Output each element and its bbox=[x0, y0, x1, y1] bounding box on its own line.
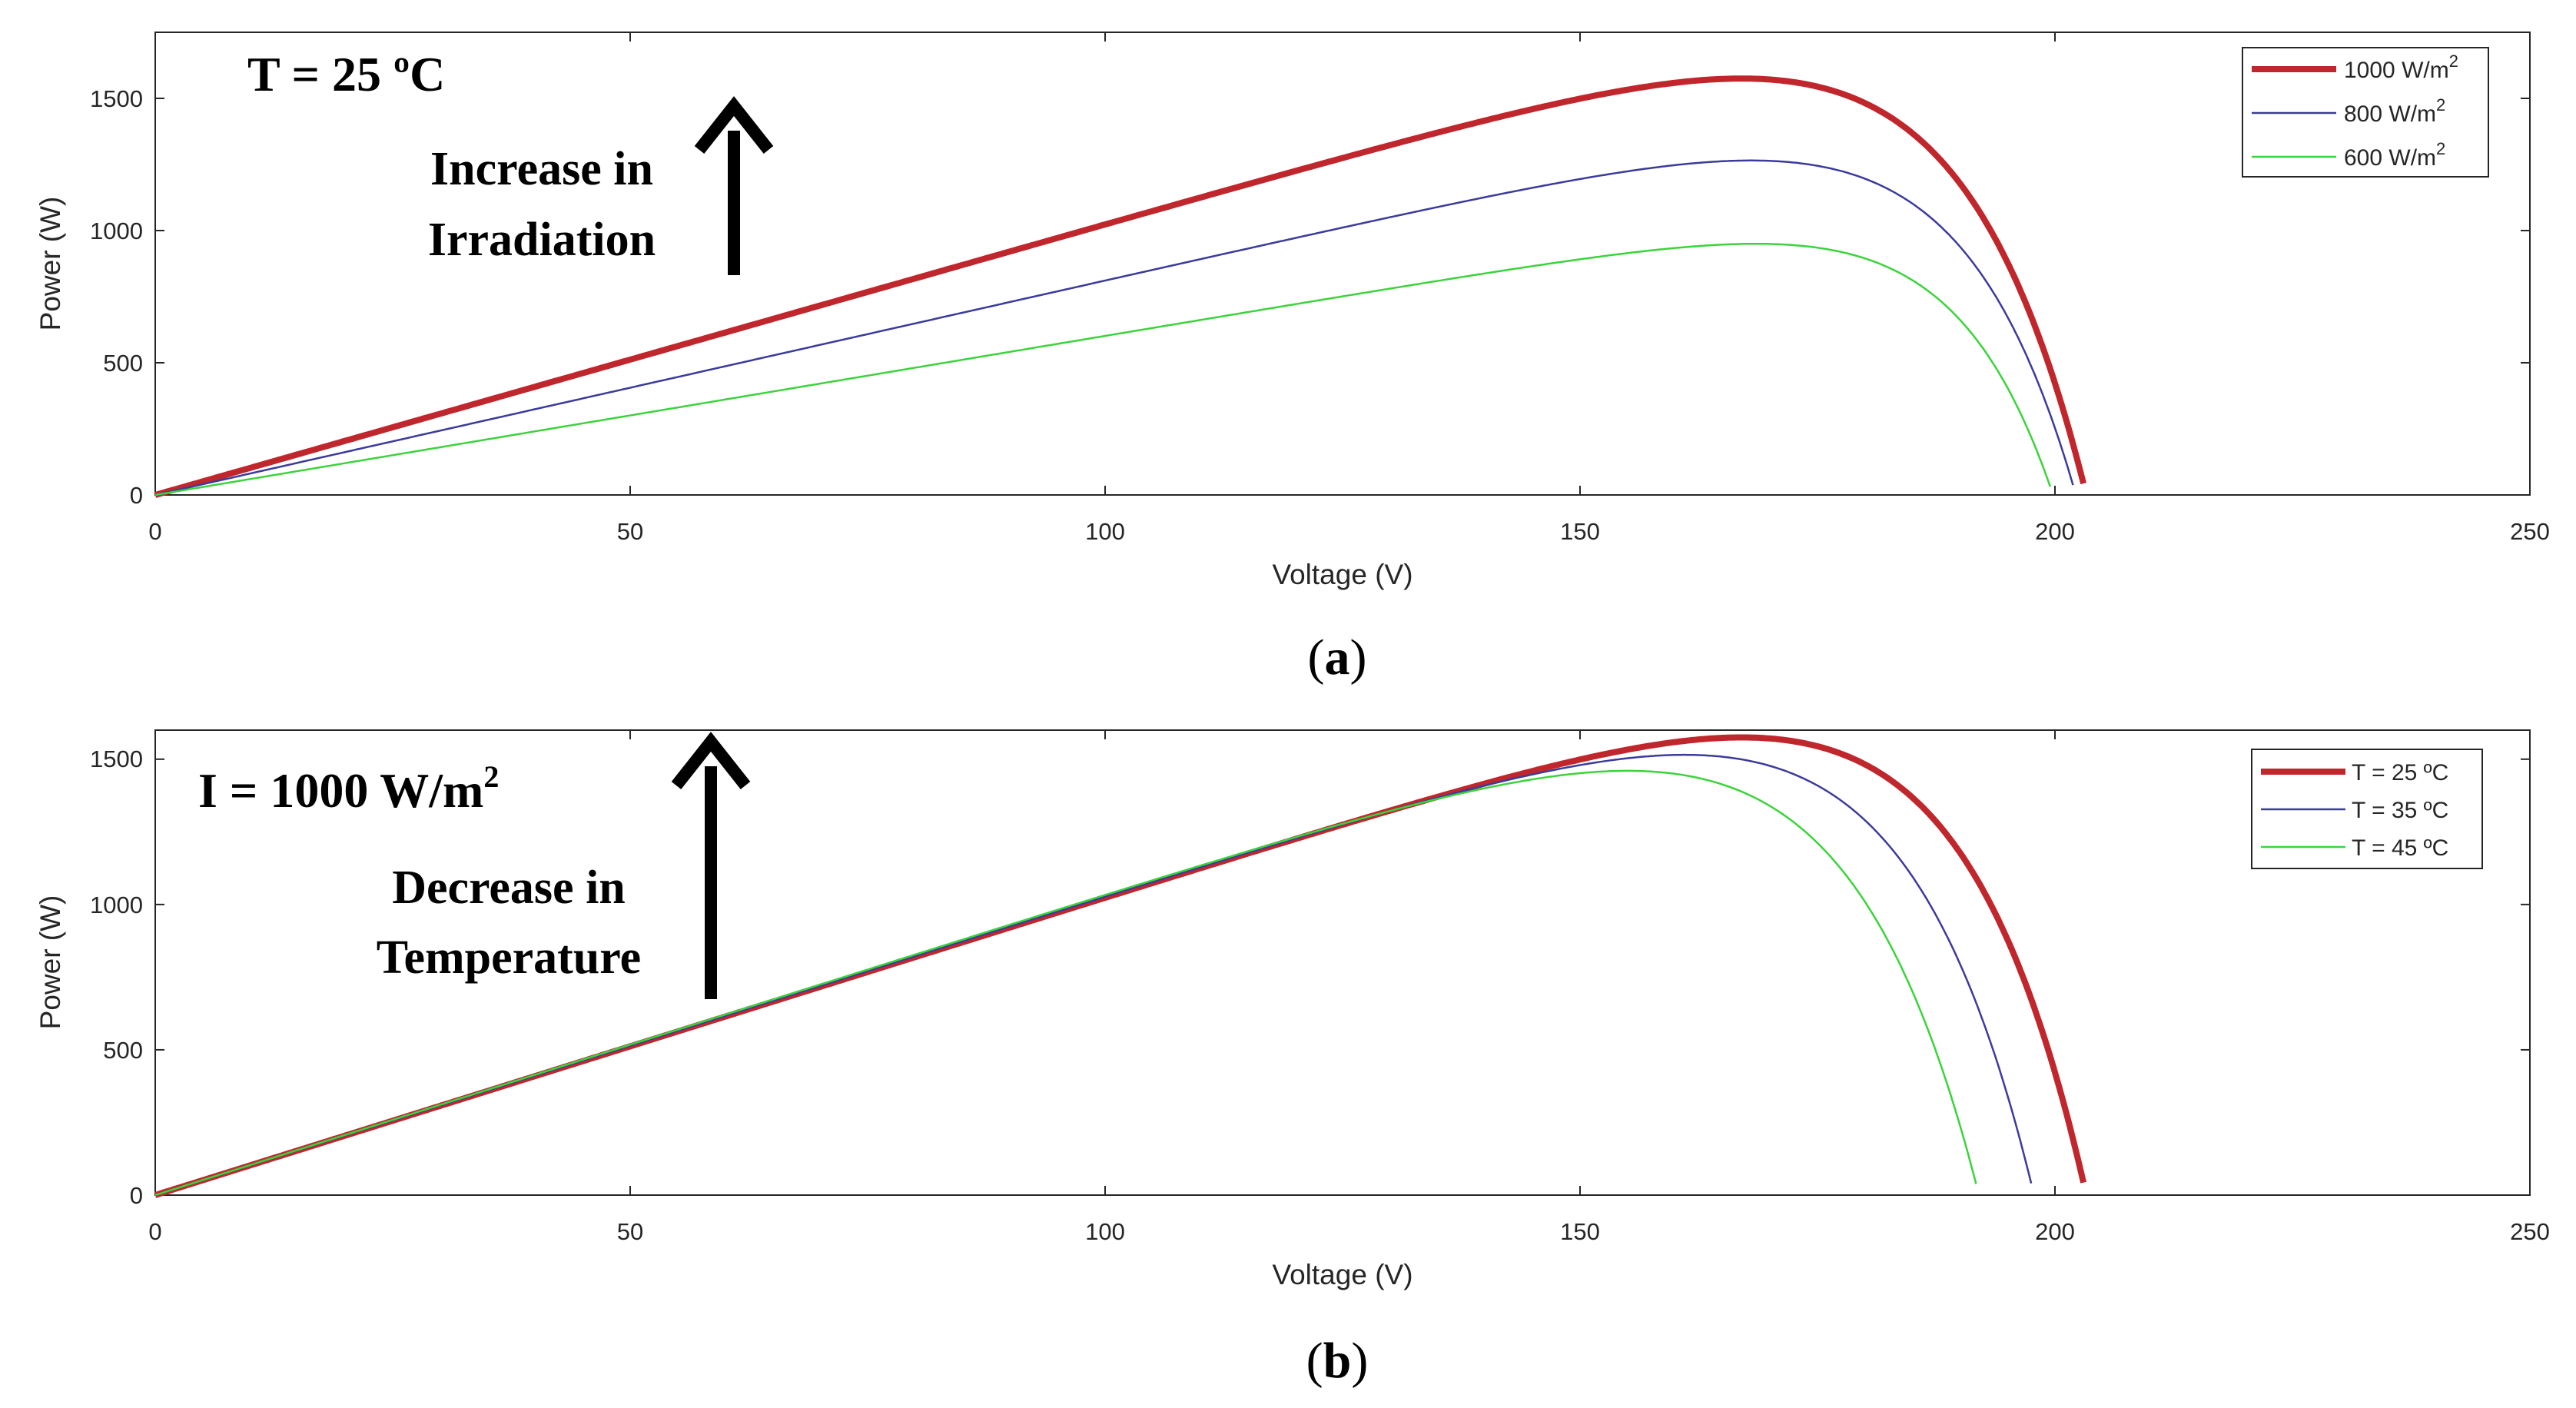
x-ticks-b: 0 50 100 150 200 250 bbox=[148, 1218, 2549, 1245]
arrow-label-b-line1: Decrease in bbox=[392, 862, 626, 914]
y-tick-label: 500 bbox=[103, 1037, 143, 1064]
x-tick-label: 250 bbox=[2510, 1218, 2550, 1245]
x-ticks-a: 0 50 100 150 200 250 bbox=[148, 518, 2549, 545]
legend-label-600: 600 W/m2 bbox=[2344, 139, 2445, 171]
x-axis-label-b: Voltage (V) bbox=[1272, 1259, 1412, 1290]
plot-frame-b bbox=[154, 729, 2531, 1196]
y-tick-label: 1000 bbox=[90, 892, 143, 918]
x-tick-label: 150 bbox=[1560, 518, 1600, 545]
y-axis-label-a: Power (W) bbox=[35, 197, 66, 331]
y-ticks-a: 0 500 1000 1500 bbox=[90, 85, 143, 509]
arrow-label-a-line2: Irradiation bbox=[428, 214, 656, 266]
y-tick-label: 1500 bbox=[90, 85, 143, 112]
x-tick-label: 0 bbox=[148, 1218, 161, 1245]
series-group-b bbox=[154, 734, 2086, 1198]
legend-label-t25: T = 25 ºC bbox=[2352, 760, 2448, 785]
series-group-a bbox=[154, 75, 2086, 498]
caption-b: (b) bbox=[1306, 1333, 1369, 1389]
x-tick-label: 0 bbox=[148, 518, 161, 545]
tick-marks-a bbox=[154, 32, 2531, 496]
y-tick-label: 0 bbox=[130, 1182, 143, 1209]
y-ticks-b: 0 500 1000 1500 bbox=[90, 746, 143, 1209]
y-tick-label: 1500 bbox=[90, 746, 143, 772]
legend-a: 1000 W/m2 800 W/m2 600 W/m2 bbox=[2242, 47, 2489, 178]
legend-label-t35: T = 35 ºC bbox=[2352, 798, 2448, 823]
x-tick-label: 50 bbox=[617, 518, 643, 545]
x-tick-label: 100 bbox=[1085, 518, 1125, 545]
x-axis-label-a: Voltage (V) bbox=[1272, 559, 1412, 590]
tick-marks-b bbox=[154, 730, 2531, 1196]
condition-label-a: T = 25 ºC bbox=[247, 47, 445, 101]
caption-a: (a) bbox=[1308, 629, 1367, 686]
y-axis-label-b: Power (W) bbox=[35, 895, 66, 1030]
arrow-label-a-line1: Increase in bbox=[430, 143, 653, 195]
x-tick-label: 200 bbox=[2035, 1218, 2075, 1245]
panel-a: 0 50 100 150 200 250 0 500 1000 1500 Vol… bbox=[35, 32, 2550, 686]
x-tick-label: 150 bbox=[1560, 1218, 1600, 1245]
series-line-800 bbox=[154, 159, 2074, 496]
legend-label-t45: T = 45 ºC bbox=[2352, 835, 2448, 861]
panel-b: 0 50 100 150 200 250 0 500 1000 1500 Vol… bbox=[35, 729, 2550, 1389]
y-tick-label: 0 bbox=[130, 482, 143, 509]
x-tick-label: 250 bbox=[2510, 518, 2550, 545]
x-tick-label: 50 bbox=[617, 1218, 643, 1245]
legend-label-1000: 1000 W/m2 bbox=[2344, 51, 2458, 83]
y-tick-label: 1000 bbox=[90, 218, 143, 244]
x-tick-label: 100 bbox=[1085, 1218, 1125, 1245]
arrowhead-a bbox=[694, 96, 774, 154]
legend-label-800: 800 W/m2 bbox=[2344, 95, 2445, 127]
series-line-t45 bbox=[154, 769, 1977, 1197]
legend-b: T = 25 ºC T = 35 ºC T = 45 ºC bbox=[2251, 749, 2483, 869]
condition-label-b: I = 1000 W/m2 bbox=[198, 759, 499, 818]
arrowhead-b bbox=[671, 732, 751, 789]
plot-frame-a bbox=[154, 32, 2531, 496]
y-tick-label: 500 bbox=[103, 350, 143, 377]
arrow-label-b-line2: Temperature bbox=[377, 931, 641, 984]
series-line-1000 bbox=[154, 75, 2086, 498]
x-tick-label: 200 bbox=[2035, 518, 2075, 545]
series-line-600 bbox=[154, 242, 2051, 496]
